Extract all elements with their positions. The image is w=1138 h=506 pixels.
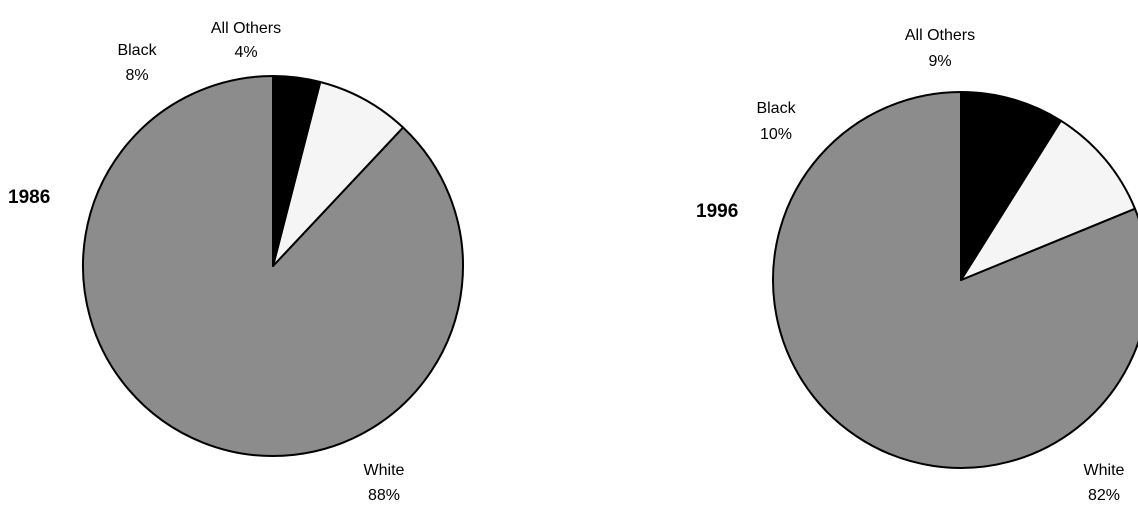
pie-title-1996: 1996 (696, 201, 738, 222)
slice-label-all-others-1996: All Others (905, 27, 975, 44)
slice-value-black-1996: 10% (760, 126, 792, 143)
pie-chart-1996: 1996 White 82% Black 10% All Others 9% (696, 27, 1138, 504)
pie-slice-all-others-1986 (272, 75, 322, 267)
slice-label-white-1996: White (1084, 462, 1125, 479)
slice-value-black-1986: 8% (125, 67, 148, 84)
slice-label-black-1996: Black (756, 100, 796, 117)
pie-slice-all-others-1996 (960, 91, 1062, 281)
slice-label-all-others-1986: All Others (211, 20, 281, 37)
pie-title-1986: 1986 (8, 187, 50, 208)
slice-value-white-1996: 82% (1088, 487, 1120, 504)
pie-slice-black-1996 (960, 119, 1136, 281)
slice-label-black-1986: Black (117, 42, 157, 59)
slice-value-all-others-1986: 4% (234, 44, 257, 61)
pie-slice-white-1996 (772, 91, 1138, 469)
slice-value-white-1986: 88% (368, 487, 400, 504)
slice-label-white-1986: White (364, 462, 405, 479)
pie-chart-1986: 1986 White 88% Black 8% All Others 4% (8, 20, 464, 504)
slice-value-all-others-1996: 9% (928, 53, 951, 70)
pie-slice-black-1986 (272, 80, 405, 267)
